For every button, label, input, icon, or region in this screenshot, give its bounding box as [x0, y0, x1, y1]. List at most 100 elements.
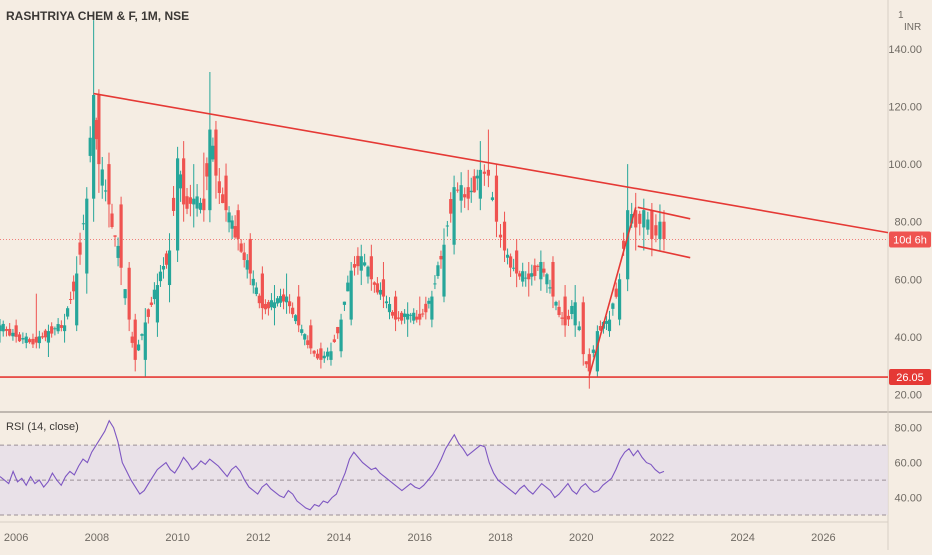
candle-body-135 — [427, 300, 431, 304]
candle-body-147 — [466, 187, 470, 199]
candle-body-87 — [275, 298, 280, 304]
price-tag-label-1: 26.05 — [896, 372, 924, 384]
candle-body-153 — [486, 169, 490, 176]
candle-body-101 — [319, 348, 323, 360]
candle-body-7 — [21, 338, 25, 340]
candle-body-33 — [104, 190, 108, 192]
candle-body-193 — [617, 279, 622, 320]
candle-body-162 — [518, 273, 522, 277]
candle-body-73 — [233, 226, 237, 238]
candle-body-190 — [607, 319, 612, 332]
candle-body-53 — [167, 250, 172, 286]
candle-body-184 — [587, 354, 591, 372]
candle-body-69 — [221, 194, 225, 204]
candle-body-23 — [72, 281, 76, 292]
candle-body-200 — [646, 219, 650, 230]
candle-body-44 — [140, 334, 144, 336]
candle-body-16 — [50, 326, 54, 334]
candle-body-76 — [242, 252, 246, 261]
candle-body-39 — [123, 289, 127, 299]
trendline-channel-bottom — [637, 245, 691, 259]
candle-body-26 — [81, 223, 86, 225]
candle-body-158 — [505, 254, 510, 258]
candle-body-117 — [372, 282, 376, 285]
candle-body-41 — [130, 336, 134, 343]
candle-body-63 — [202, 198, 206, 211]
candle-body-164 — [524, 277, 528, 279]
currency-label: INR — [904, 22, 921, 33]
candle-body-56 — [179, 174, 183, 189]
candle-body-191 — [611, 303, 615, 309]
candle-body-27 — [85, 198, 89, 274]
candle-body-105 — [332, 339, 336, 343]
candle-body-43 — [136, 344, 141, 351]
candle-body-51 — [161, 265, 166, 270]
candle-body-137 — [433, 283, 437, 285]
candle-body-175 — [557, 306, 561, 315]
rsi-tick-label-2: 80.00 — [894, 423, 922, 435]
candle-body-71 — [227, 212, 231, 223]
candle-body-195 — [626, 210, 630, 280]
candle-body-24 — [75, 273, 79, 326]
candle-body-19 — [59, 325, 63, 328]
candle-body-50 — [158, 271, 163, 282]
candle-body-102 — [322, 355, 326, 359]
candle-body-146 — [463, 194, 467, 198]
time-tick-label-0: 2006 — [4, 532, 28, 544]
candle-body-114 — [363, 262, 367, 266]
price-tick-label-4: 100.00 — [888, 159, 922, 171]
candle-body-119 — [378, 289, 383, 295]
candle-body-120 — [381, 279, 386, 297]
candle-body-151 — [478, 169, 482, 199]
candle-body-36 — [113, 235, 117, 237]
candle-body-141 — [445, 225, 449, 227]
candle-body-30 — [94, 120, 98, 140]
candle-body-202 — [654, 225, 658, 236]
candle-body-93 — [294, 315, 298, 322]
candle-body-148 — [469, 190, 473, 193]
candle-body-107 — [339, 319, 343, 352]
candle-body-18 — [56, 324, 60, 332]
candle-body-128 — [406, 313, 410, 320]
candle-body-160 — [512, 267, 516, 269]
time-tick-label-3: 2012 — [246, 532, 270, 544]
candle-body-49 — [155, 285, 160, 323]
candle-body-97 — [306, 340, 310, 345]
candle-body-172 — [548, 287, 552, 289]
candle-body-57 — [182, 158, 186, 205]
candle-body-1 — [1, 323, 5, 332]
candle-body-126 — [400, 312, 404, 321]
candle-body-183 — [584, 361, 588, 365]
trendline-channel-top — [637, 206, 691, 220]
candle-body-95 — [300, 329, 304, 333]
candle-body-165 — [527, 273, 531, 280]
candle-body-103 — [326, 351, 330, 357]
candle-body-89 — [281, 294, 286, 302]
candle-body-35 — [110, 213, 114, 227]
rsi-tick-label-0: 40.00 — [894, 493, 922, 505]
candle-body-149 — [472, 176, 476, 193]
candle-body-4 — [11, 332, 15, 337]
candle-body-118 — [375, 283, 379, 293]
candle-body-197 — [634, 210, 638, 228]
price-tick-label-3: 80.00 — [894, 217, 922, 229]
candle-body-166 — [530, 273, 534, 277]
price-tick-label-6: 140.00 — [888, 44, 922, 56]
candle-body-20 — [62, 325, 67, 332]
candle-body-186 — [595, 331, 599, 372]
candle-body-201 — [650, 210, 654, 239]
candle-body-155 — [494, 175, 499, 222]
candle-body-140 — [442, 244, 446, 297]
candle-body-70 — [224, 175, 228, 211]
candle-body-150 — [475, 175, 479, 179]
candle-body-121 — [384, 301, 389, 304]
price-tick-label-1: 40.00 — [894, 332, 922, 344]
candle-body-17 — [53, 328, 57, 330]
candle-body-61 — [195, 196, 199, 209]
time-tick-label-7: 2020 — [569, 532, 593, 544]
candle-body-111 — [352, 264, 357, 268]
price-tick-label-5: 120.00 — [888, 102, 922, 114]
candle-body-96 — [303, 334, 307, 340]
